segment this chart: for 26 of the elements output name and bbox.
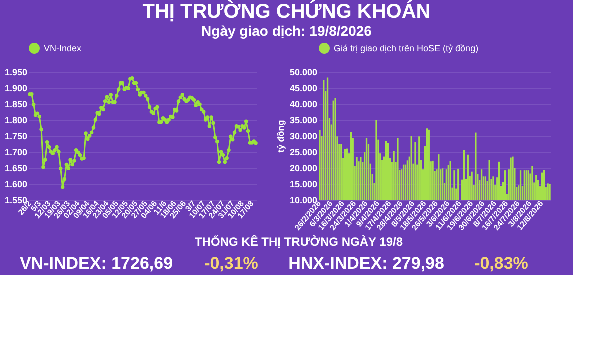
text: -0,83% xyxy=(474,254,528,273)
legend-label: VN-Index xyxy=(44,44,82,54)
y-tick-label: 1.650 xyxy=(4,164,28,174)
y-tick-label: 1.850 xyxy=(4,100,28,110)
text: THỐNG KÊ THỊ TRƯỜNG NGÀY 19/8 xyxy=(195,235,404,249)
y-tick-label: 40.000 xyxy=(290,100,318,110)
y-tick-label: 25.000 xyxy=(290,148,318,158)
legend-label: Giá trị giao dịch trên HoSE (tỷ đồng) xyxy=(334,44,479,54)
text: HNX-INDEX: 279,98 xyxy=(288,254,444,273)
text: Ngày giao dịch: 19/8/2026 xyxy=(202,23,372,39)
y-tick-label: 45.000 xyxy=(290,84,318,94)
y-tick-label: 15.000 xyxy=(290,180,318,190)
y-tick-label: 1.700 xyxy=(4,148,28,158)
y-tick-label: 1.750 xyxy=(4,132,28,142)
y-tick-label: 35.000 xyxy=(290,116,318,126)
y-tick-label: 1.600 xyxy=(4,180,28,190)
y-tick-label: 20.000 xyxy=(290,164,318,174)
chart-title: THỊ TRƯỜNG CHỨNG KHOÁN xyxy=(142,0,431,23)
text: VN-INDEX: 1726,69 xyxy=(20,254,174,273)
y-tick-label: 1.900 xyxy=(4,84,28,94)
y-tick-label: 50.000 xyxy=(290,68,318,78)
y-axis-title: tỷ đồng xyxy=(276,120,286,153)
y-tick-label: 1.800 xyxy=(4,116,28,126)
y-tick-label: 30.000 xyxy=(290,132,318,142)
y-tick-label: 1.950 xyxy=(4,68,28,78)
text: -0,31% xyxy=(204,254,258,273)
